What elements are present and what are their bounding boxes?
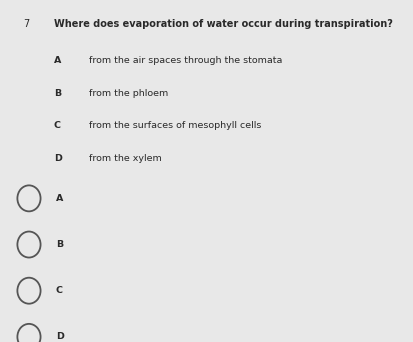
Text: from the air spaces through the stomata: from the air spaces through the stomata (89, 56, 282, 65)
Text: from the phloem: from the phloem (89, 89, 168, 98)
Text: Where does evaporation of water occur during transpiration?: Where does evaporation of water occur du… (54, 19, 392, 29)
Text: from the surfaces of mesophyll cells: from the surfaces of mesophyll cells (89, 121, 261, 130)
Text: D: D (56, 332, 64, 341)
Text: C: C (56, 286, 63, 295)
Text: B: B (56, 240, 63, 249)
Ellipse shape (17, 278, 40, 304)
Text: B: B (54, 89, 61, 98)
Text: C: C (54, 121, 61, 130)
Text: from the xylem: from the xylem (89, 154, 161, 163)
Ellipse shape (17, 232, 40, 258)
Text: A: A (54, 56, 61, 65)
Text: A: A (56, 194, 63, 203)
Ellipse shape (17, 185, 40, 211)
Ellipse shape (17, 324, 40, 342)
Text: 7: 7 (23, 19, 29, 29)
Text: D: D (54, 154, 62, 163)
